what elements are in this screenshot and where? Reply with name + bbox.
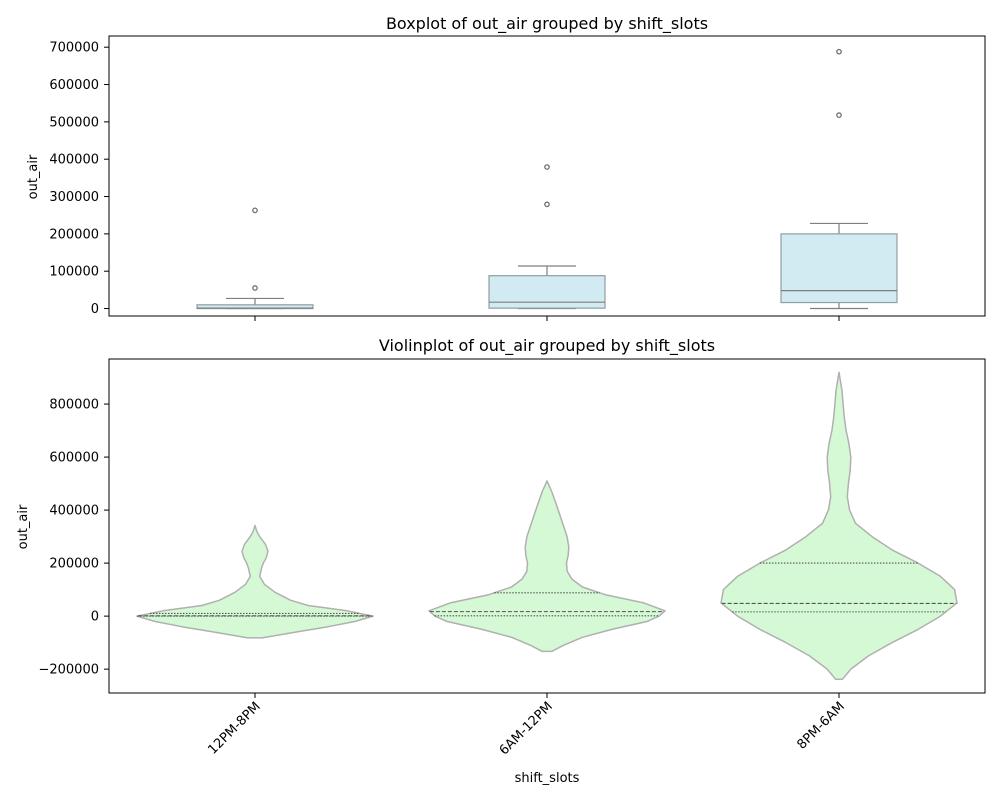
boxplot-panel: Boxplot of out_air grouped by shift_slot… bbox=[26, 14, 986, 321]
boxplot-y-tick-label: 100000 bbox=[49, 265, 99, 280]
boxplot-frame bbox=[108, 35, 986, 317]
violinplot-y-tick-label: 400000 bbox=[49, 504, 99, 519]
box-6AM-12PM bbox=[488, 164, 606, 310]
violinplot-y-tick-label: −200000 bbox=[38, 663, 99, 678]
violinplot-y-tick-label: 0 bbox=[91, 610, 99, 625]
boxplot-x-ticks bbox=[254, 316, 840, 321]
violinplot-x-tick-label: 12PM-8PM bbox=[205, 699, 263, 757]
box-outlier-point bbox=[252, 285, 258, 291]
violinplot-y-axis-label: out_air bbox=[16, 504, 31, 549]
boxplot-title: Boxplot of out_air grouped by shift_slot… bbox=[386, 14, 708, 34]
violinplot-y-tick-label: 800000 bbox=[49, 398, 99, 413]
box-outlier-point bbox=[836, 48, 842, 55]
boxplot-y-tick-label: 600000 bbox=[49, 78, 99, 93]
boxplot-boxes bbox=[196, 48, 898, 310]
boxplot-y-tick-label: 200000 bbox=[49, 227, 99, 242]
violin-body bbox=[136, 524, 374, 639]
box-outlier-point bbox=[252, 207, 258, 214]
box-outlier-point bbox=[836, 112, 842, 118]
boxplot-y-tick-label: 0 bbox=[91, 302, 99, 317]
boxplot-y-ticks: 0 100000 200000 300000 400000 500000 600000 700… bbox=[49, 41, 109, 317]
violin-8PM-6AM bbox=[720, 371, 958, 680]
box-12PM-8PM bbox=[196, 207, 314, 310]
violinplot-x-axis-label: shift_slots bbox=[515, 771, 580, 786]
violinplot-x-tick-label: 6AM-12PM bbox=[497, 699, 556, 758]
box-outlier-point bbox=[544, 201, 550, 208]
violinplot-violins bbox=[136, 371, 958, 680]
box-outlier-point bbox=[544, 164, 550, 170]
violinplot-title: Violinplot of out_air grouped by shift_s… bbox=[379, 336, 715, 356]
violinplot-y-ticks: −200000 0 200000 400000 600000 800000 bbox=[38, 398, 109, 678]
boxplot-y-tick-label: 400000 bbox=[49, 153, 99, 168]
violinplot-panel: Violinplot of out_air grouped by shift_s… bbox=[16, 336, 986, 786]
violinplot-x-tick-label: 8PM-6AM bbox=[795, 699, 848, 752]
violinplot-x-ticks: 12PM-8PM 6AM-12PM 8PM-6AM bbox=[205, 693, 848, 758]
boxplot-y-tick-label: 500000 bbox=[49, 115, 99, 130]
box-iqr bbox=[780, 233, 898, 304]
box-iqr bbox=[488, 275, 606, 309]
violin-body bbox=[720, 371, 958, 680]
boxplot-y-axis-label: out_air bbox=[26, 154, 41, 199]
violin-12PM-8PM bbox=[136, 524, 374, 639]
violin-body bbox=[428, 480, 666, 653]
violinplot-frame bbox=[108, 358, 986, 694]
box-8PM-6AM bbox=[780, 48, 898, 310]
boxplot-y-tick-label: 700000 bbox=[49, 41, 99, 56]
violin-6AM-12PM bbox=[428, 480, 666, 653]
violinplot-y-tick-label: 200000 bbox=[49, 557, 99, 572]
violinplot-y-tick-label: 600000 bbox=[49, 451, 99, 466]
boxplot-y-tick-label: 300000 bbox=[49, 190, 99, 205]
